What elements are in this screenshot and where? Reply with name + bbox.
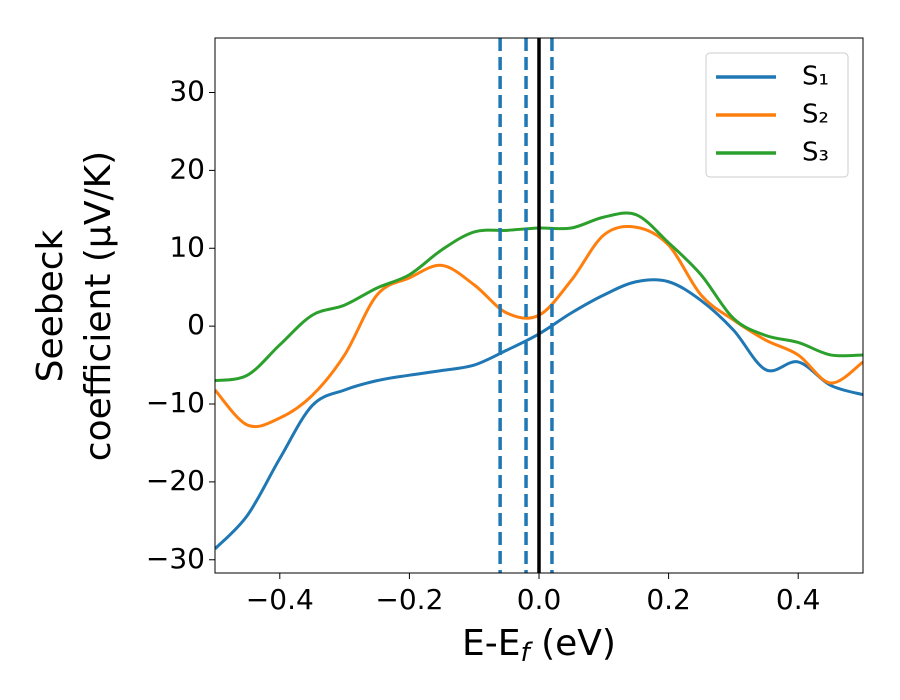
legend-label: S₃ bbox=[802, 138, 829, 168]
x-tick-label: 0.4 bbox=[776, 583, 821, 616]
x-axis-label: E-Ef (eV) bbox=[462, 623, 616, 668]
legend-box bbox=[705, 52, 849, 178]
plot-area bbox=[215, 38, 863, 573]
x-tick-label: −0.2 bbox=[375, 583, 443, 616]
x-tick-label: −0.4 bbox=[246, 583, 314, 616]
x-tick-label: 0.0 bbox=[517, 583, 562, 616]
y-tick-label: 0 bbox=[187, 308, 205, 341]
y-tick-label: 10 bbox=[169, 230, 205, 263]
y-tick-label: 20 bbox=[169, 152, 205, 185]
legend: S₁ S₂ S₃ bbox=[705, 52, 849, 178]
x-tick-label: 0.2 bbox=[646, 583, 691, 616]
y-axis-label: Seebeck bbox=[30, 229, 71, 382]
y-tick-label: −10 bbox=[146, 386, 205, 419]
legend-label: S₁ bbox=[802, 62, 829, 92]
y-tick-label: −30 bbox=[146, 542, 205, 575]
y-axis-label: coefficient (μV/K) bbox=[78, 151, 119, 461]
y-tick-label: 30 bbox=[169, 75, 205, 108]
legend-label: S₂ bbox=[802, 100, 829, 130]
plot-frame bbox=[214, 37, 864, 574]
y-tick-label: −20 bbox=[146, 464, 205, 497]
